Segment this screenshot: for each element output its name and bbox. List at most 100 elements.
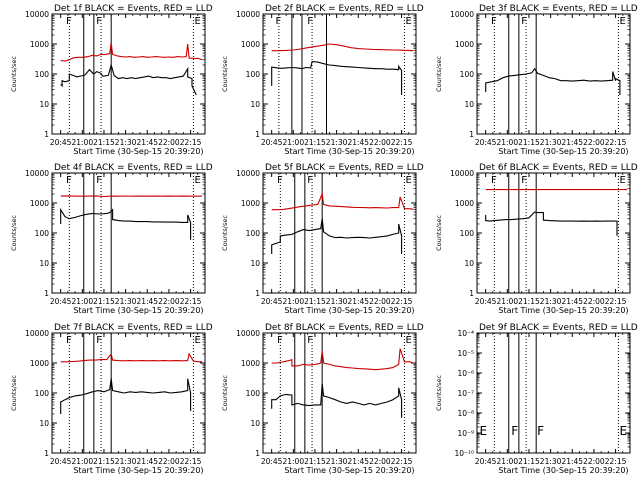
y-tick-label: 10000 <box>450 10 474 19</box>
events-series-line <box>60 378 192 414</box>
y-tick-label: 10 <box>464 100 474 109</box>
y-tick-label: 1 <box>44 289 49 298</box>
x-tick-label: 20:45 <box>475 138 497 147</box>
plot-frame <box>262 13 417 135</box>
x-tick-label: 21:30 <box>115 457 137 466</box>
x-tick-label: 21:00 <box>496 457 518 466</box>
events-series-line <box>271 218 403 254</box>
x-tick-label: 20:45 <box>261 138 283 147</box>
events-series-line <box>271 61 403 95</box>
lld-series-line <box>60 352 203 363</box>
x-tick-label: 22:15 <box>180 297 202 306</box>
x-tick-label: 21:00 <box>282 297 304 306</box>
x-tick-label: 21:00 <box>282 138 304 147</box>
x-tick-label: 21:45 <box>347 457 369 466</box>
x-axis-label: Start Time (30-Sep-15 20:39:20) <box>73 466 203 475</box>
y-tick-label: 10 <box>250 419 260 428</box>
y-tick-label: 100 <box>460 229 475 238</box>
x-tick-label: 21:15 <box>93 297 115 306</box>
interval-marker: E <box>405 175 411 186</box>
interval-marker: E <box>405 335 411 346</box>
x-axis-label: Start Time (30-Sep-15 20:39:20) <box>284 147 414 156</box>
x-tick-label: 20:45 <box>50 297 72 306</box>
x-tick-label: 22:00 <box>369 457 391 466</box>
x-tick-label: 21:00 <box>282 457 304 466</box>
x-tick-label: 20:45 <box>475 297 497 306</box>
y-tick-label: 1000 <box>30 199 49 208</box>
y-tick-label: 1 <box>469 130 474 139</box>
x-tick-label: 22:00 <box>158 297 180 306</box>
y-tick-label: 1000 <box>241 199 260 208</box>
x-tick-label: 21:15 <box>304 297 326 306</box>
y-tick-label: 10000 <box>450 169 474 178</box>
interval-marker: F <box>511 424 518 438</box>
y-axis-label: Counts/sec <box>435 56 443 92</box>
y-tick-label: 10000 <box>25 329 49 338</box>
interval-marker: F <box>277 335 283 346</box>
y-tick-label: 100 <box>246 70 261 79</box>
x-tick-label: 21:45 <box>561 138 583 147</box>
x-tick-label: 21:30 <box>540 138 562 147</box>
x-tick-label: 21:45 <box>136 457 158 466</box>
interval-marker: E <box>619 424 627 438</box>
interval-marker: E <box>619 175 625 186</box>
x-tick-label: 21:15 <box>304 457 326 466</box>
y-axis-label: Counts/sec <box>10 215 18 251</box>
x-tick-label: 21:30 <box>540 457 562 466</box>
x-tick-label: 22:00 <box>158 138 180 147</box>
interval-marker: F <box>537 424 544 438</box>
x-tick-label: 21:45 <box>561 457 583 466</box>
interval-marker: F <box>96 175 102 186</box>
x-tick-label: 21:30 <box>540 297 562 306</box>
x-tick-label: 21:00 <box>496 138 518 147</box>
y-axis-label: Counts/sec <box>435 375 443 411</box>
events-series-line <box>485 211 618 236</box>
chart-title: Det 1f BLACK = Events, RED = LLD <box>54 4 213 14</box>
chart-title: Det 2f BLACK = Events, RED = LLD <box>265 4 424 14</box>
y-tick-label: 100 <box>35 70 50 79</box>
x-tick-label: 21:15 <box>518 297 540 306</box>
y-tick-label: 1000 <box>241 359 260 368</box>
lld-series-line <box>271 191 414 211</box>
interval-marker: F <box>307 16 313 27</box>
plot-frame <box>476 172 631 294</box>
x-tick-label: 21:00 <box>71 457 93 466</box>
x-tick-label: 22:00 <box>158 457 180 466</box>
y-axis-label: Counts/sec <box>221 375 229 411</box>
interval-marker: E <box>619 16 625 27</box>
y-tick-label: 1000 <box>241 40 260 49</box>
x-tick-label: 22:15 <box>180 457 202 466</box>
y-axis-label: Counts/sec <box>435 215 443 251</box>
y-tick-label: 10 <box>39 100 49 109</box>
lld-series-line <box>271 348 414 371</box>
x-tick-label: 20:45 <box>50 138 72 147</box>
y-tick-label: 100 <box>246 229 261 238</box>
interval-marker: F <box>491 175 497 186</box>
x-tick-label: 20:45 <box>50 457 72 466</box>
chart-panel-2: Det 2f BLACK = Events, RED = LLD 20:45 21:… <box>221 4 424 156</box>
interval-marker: F <box>521 175 527 186</box>
x-tick-label: 22:00 <box>369 138 391 147</box>
chart-title: Det 7f BLACK = Events, RED = LLD <box>54 323 213 333</box>
x-axis-label: Start Time (30-Sep-15 20:39:20) <box>73 306 203 315</box>
y-tick-label: 10 <box>464 259 474 268</box>
interval-marker: E <box>194 175 200 186</box>
y-tick-label: 10000 <box>236 169 260 178</box>
x-tick-label: 22:00 <box>369 297 391 306</box>
lld-series-line <box>60 42 203 62</box>
interval-marker: F <box>66 16 72 27</box>
x-axis-label: Start Time (30-Sep-15 20:39:20) <box>284 466 414 475</box>
plot-frame <box>476 13 631 135</box>
x-tick-label: 22:15 <box>180 138 202 147</box>
plot-frame <box>51 172 206 294</box>
y-tick-label: 1000 <box>30 40 49 49</box>
y-tick-label: 10000 <box>25 10 49 19</box>
y-axis-label: Counts/sec <box>10 56 18 92</box>
chart-title: Det 9f BLACK = Events, RED = LLD <box>479 323 638 333</box>
x-tick-label: 22:15 <box>605 138 627 147</box>
